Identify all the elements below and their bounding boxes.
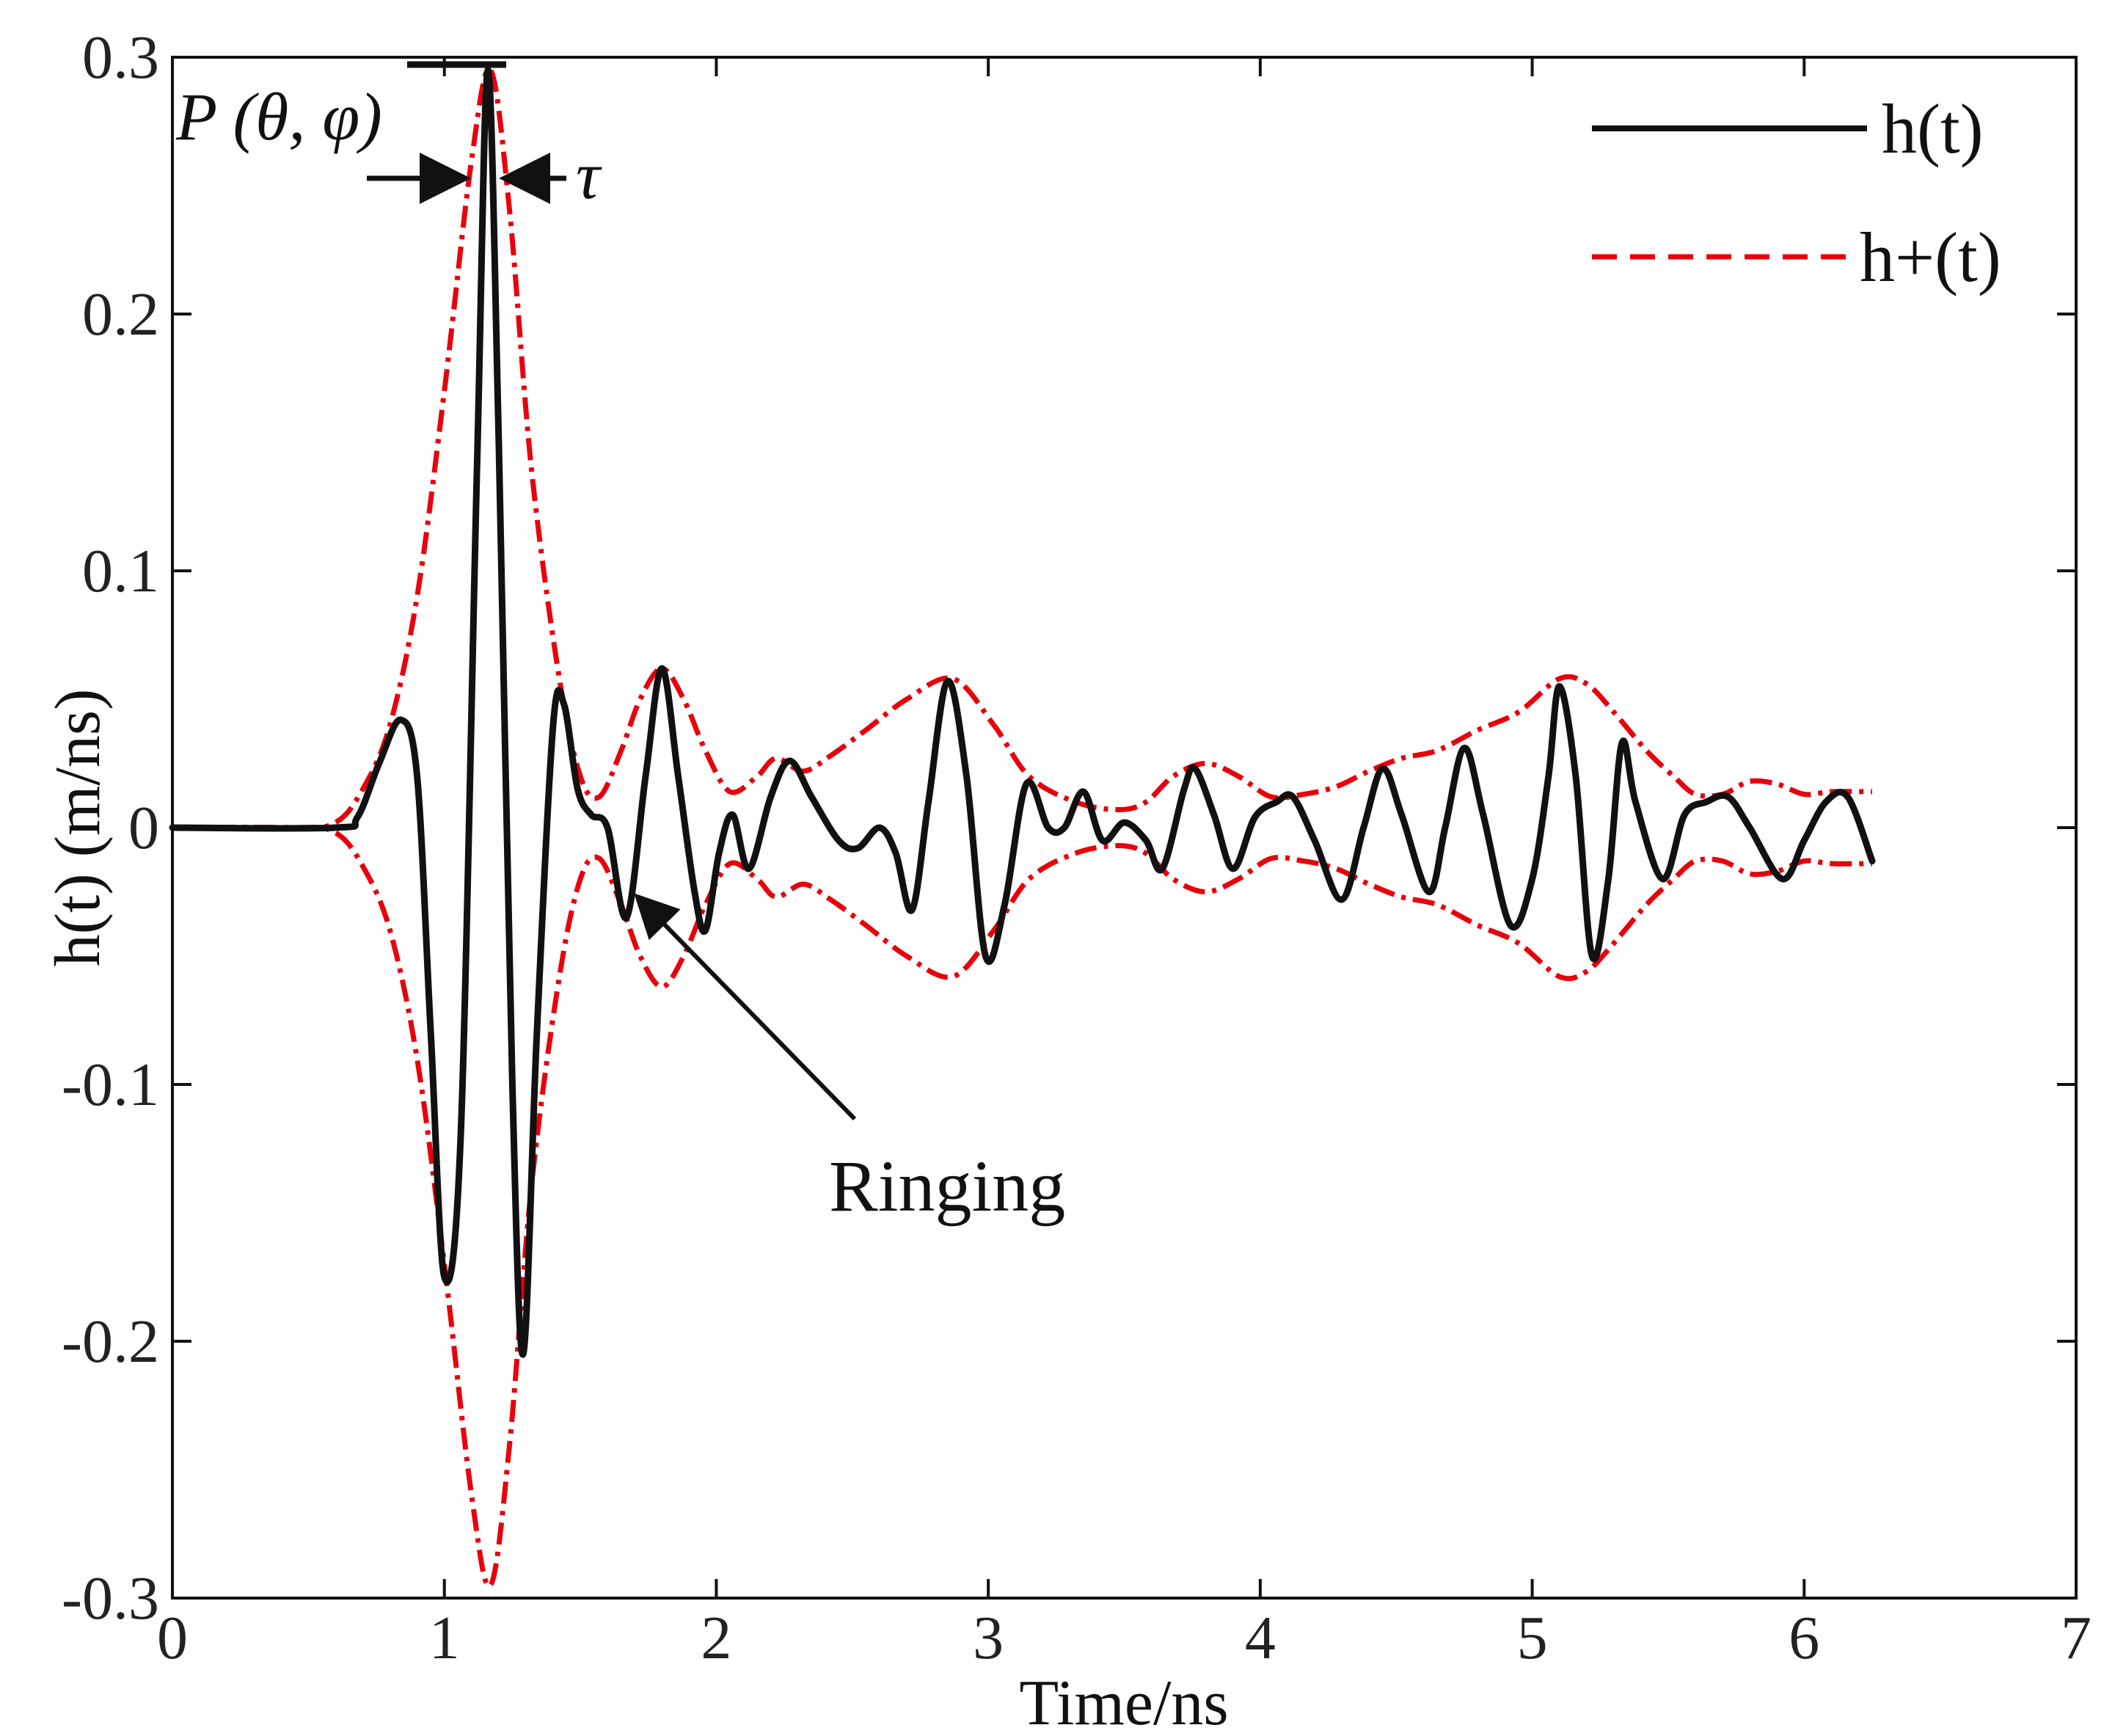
- y-tick-label: -0.2: [62, 1308, 159, 1376]
- series-layer: [169, 66, 1876, 1589]
- series-line-hplus-upper: [172, 66, 1873, 831]
- y-tick-label: 0.3: [82, 23, 159, 92]
- ringing-arrow: [634, 893, 857, 1121]
- y-axis-ticks: -0.3 -0.2 -0.1 0 0.1 0.2 0.3: [62, 23, 2076, 1633]
- y-tick-label: 0.2: [82, 280, 159, 349]
- x-tick-label: 6: [1789, 1604, 1819, 1672]
- series-line-h: [169, 66, 1876, 1358]
- y-tick-label: -0.1: [62, 1051, 159, 1119]
- y-tick-label: 0.1: [82, 537, 159, 605]
- x-tick-label: 1: [429, 1604, 460, 1672]
- series-line-hplus-lower: [172, 824, 1873, 1589]
- legend-label-h: h(t): [1882, 90, 1984, 168]
- x-axis-title: Time/ns: [1019, 1668, 1228, 1736]
- y-tick-label: 0: [128, 794, 159, 862]
- x-tick-label: 5: [1517, 1604, 1548, 1672]
- y-tick-label: -0.3: [62, 1564, 159, 1633]
- x-tick-label: 4: [1245, 1604, 1276, 1672]
- plot-area-frame: [171, 56, 2078, 1600]
- x-axis-ticks: 0 1 2 3 4 5 6 7: [157, 57, 2092, 1672]
- x-tick-label: 7: [2061, 1604, 2092, 1672]
- legend-label-hplus: h+(t): [1860, 218, 2001, 296]
- x-tick-label: 0: [157, 1604, 188, 1672]
- legend: h(t) h+(t): [1592, 90, 2001, 296]
- tau-label: τ: [576, 138, 602, 213]
- y-axis-title: h(t) (m/ns): [43, 689, 114, 967]
- x-tick-label: 2: [701, 1604, 731, 1672]
- peak-label: P (θ, φ): [175, 79, 382, 154]
- annotations: P (θ, φ) τ Ringing: [175, 61, 1065, 1227]
- x-tick-label: 3: [973, 1604, 1004, 1672]
- ringing-label: Ringing: [829, 1145, 1065, 1227]
